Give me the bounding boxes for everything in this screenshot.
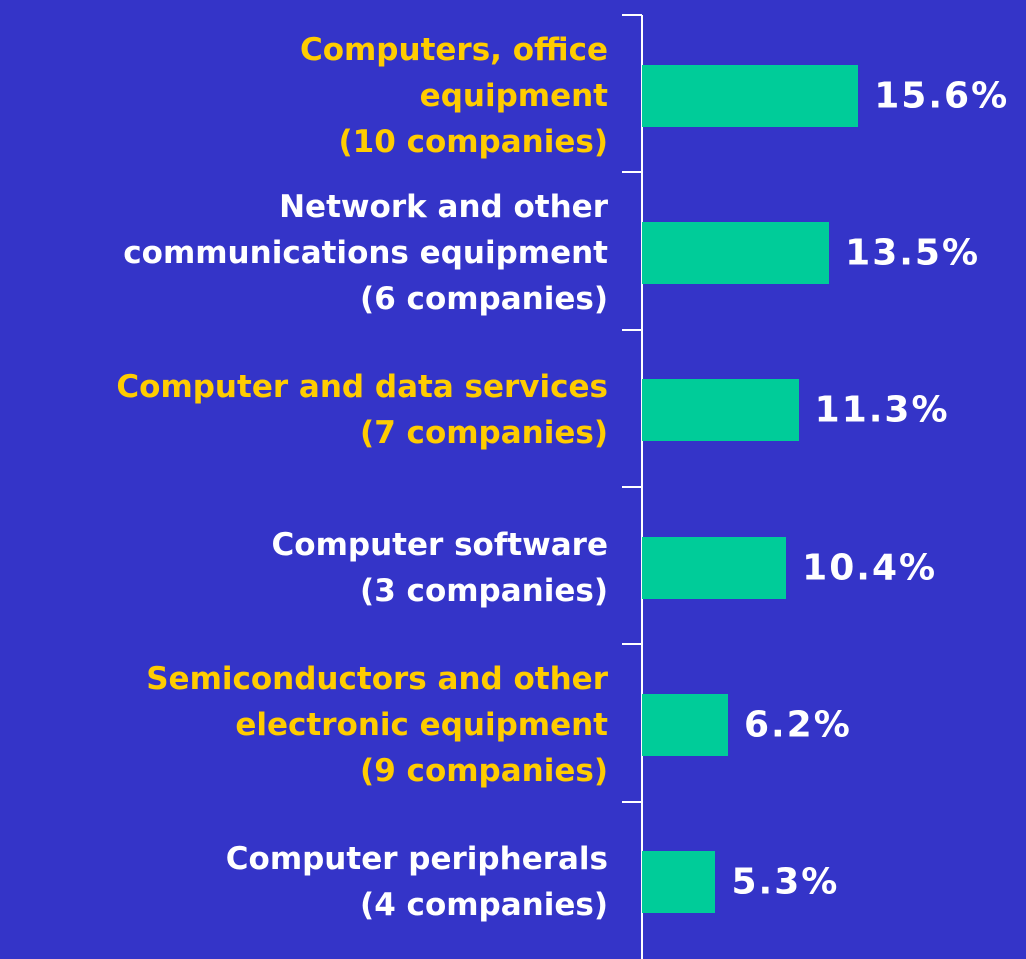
bar: [642, 536, 787, 599]
bar: [642, 851, 716, 914]
category-label: Computer peripherals (4 companies): [225, 841, 608, 924]
bar: [642, 694, 728, 756]
category-label: Computer and data services (7 companies): [116, 369, 608, 452]
bar: [642, 64, 859, 127]
tick-mark: [622, 800, 642, 803]
tick-mark: [622, 643, 642, 646]
category-label: Network and other communications equipme…: [123, 189, 608, 317]
tick-mark: [622, 171, 642, 174]
value-label: 5.3%: [731, 861, 840, 903]
tick-mark: [622, 328, 642, 331]
bar: [642, 379, 799, 442]
axis-line: [641, 15, 643, 959]
value-label: 13.5%: [845, 232, 981, 274]
category-label: Computer software (3 companies): [271, 526, 608, 609]
value-label: 15.6%: [874, 75, 1010, 117]
bar: [642, 222, 830, 284]
tick-mark: [622, 14, 642, 16]
category-label: Semiconductors and other electronic equi…: [146, 661, 608, 789]
category-label: Computers, office equipment (10 companie…: [299, 31, 608, 160]
value-label: 10.4%: [802, 547, 938, 589]
tick-mark: [622, 486, 642, 488]
value-label: 11.3%: [814, 389, 950, 431]
value-label: 6.2%: [743, 704, 852, 746]
